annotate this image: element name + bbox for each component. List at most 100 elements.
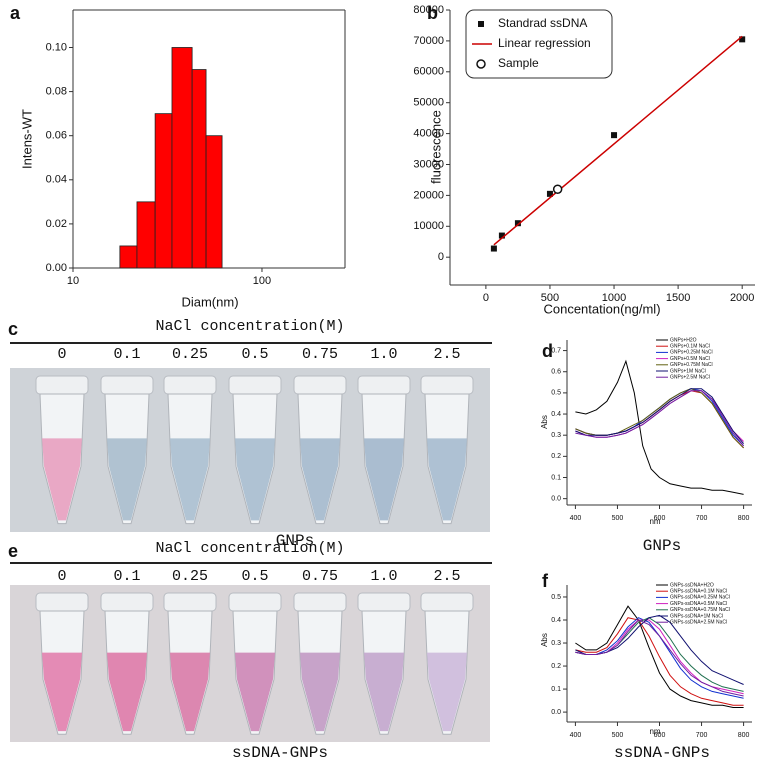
x-tick-label: 10 [67,275,79,287]
tube-liquid [42,438,82,521]
concentration-label: 0.5 [241,346,268,363]
y-tick-label: 0.1 [551,686,561,693]
bar [191,69,207,269]
tube-liquid [170,438,210,521]
tube-liquid [364,652,404,732]
caption: ssDNA-GNPs [614,744,710,762]
panel-label: c [8,319,18,339]
x-tick-label: 400 [570,732,582,739]
tube-liquid [42,652,82,732]
y-tick-label: 0.1 [551,474,561,481]
tube-liquid [364,438,404,521]
point [552,184,563,194]
line-series [575,390,744,447]
photo-heading: NaCl concentration(M) [155,540,344,557]
caption: GNPs [276,532,314,550]
y-tick-label: 0.2 [551,453,561,460]
y-tick-label: 0.04 [46,174,67,186]
point [611,132,618,139]
x-axis-label: nm [649,727,660,736]
y-axis-label: Intens-WT [19,109,34,169]
point [490,245,497,252]
legend-label: GNPs-ssDNA+0.25M NaCl [670,595,730,601]
legend-label: GNPs-ssDNA+1M NaCl [670,613,723,619]
y-tick-label: 80000 [413,4,444,16]
tube-cap [35,375,89,395]
x-axis-label: Concentation(ng/ml) [543,301,660,316]
photo-panel: e NaCl concentration(M) 0 0.1 0.25 0.5 0.75 1.0… [8,540,492,762]
chart: 0100002000030000400005000060000700008000… [413,3,755,316]
line-series [575,388,744,445]
point [514,220,521,227]
y-tick-label: 20000 [413,189,444,201]
point [498,232,505,239]
y-tick-label: 70000 [413,35,444,47]
tube-cap [357,592,411,612]
tube-cap [357,375,411,395]
tube-cap [228,375,282,395]
x-tick-label: 600 [654,515,666,522]
x-tick-label: 1000 [602,292,626,304]
panel-label: f [542,571,549,591]
line-series [575,390,744,449]
tube-liquid [107,438,147,521]
legend-label: GNPs+1M NaCl [670,368,706,374]
x-tick-label: 500 [612,515,624,522]
y-tick-label: 60000 [413,66,444,78]
caption: GNPs [643,537,681,555]
line-series [575,617,744,706]
x-tick-label: 700 [696,732,708,739]
legend-label: GNPs+0.1M NaCl [670,344,710,350]
legend-label: GNPs-ssDNA+2.5M NaCl [670,620,727,626]
legend-label: GNPs-ssDNA+0.75M NaCl [670,607,730,613]
regression-line [493,35,743,246]
point [546,190,553,197]
panel-label: e [8,541,18,561]
line-series [575,619,744,697]
photo-panel: c NaCl concentration(M) 0 0.1 0.25 0.5 0.75 1.0… [8,318,492,550]
y-tick-label: 0.4 [551,411,561,418]
tube-cap [420,375,474,395]
legend-symbol [476,59,486,69]
chart: 0.00 0.02 0.04 0.06 0.08 0.10 10 100 a Diam(nm) In… [10,3,346,309]
bar [171,47,193,269]
legend-label: Sample [498,56,539,70]
legend-label: GNPs+H2O [670,337,697,343]
tube-cap [293,375,347,395]
legend-label: Linear regression [498,36,591,50]
y-tick-label: 0.0 [551,709,561,716]
legend-label: GNPs-ssDNA+0.1M NaCl [670,589,727,595]
tube-cap [163,592,217,612]
y-tick-label: 0.00 [46,262,67,274]
y-tick-label: 0.7 [551,347,561,354]
concentration-label: 0.1 [113,568,140,585]
concentration-label: 0.25 [172,346,208,363]
tube-liquid [300,438,340,521]
y-tick-label: 0.0 [551,495,561,502]
chart: 0.0 0.1 0.2 0.3 0.4 0.5 0.6 0.7 400 500 600 700 800 d… [540,337,752,555]
line-series [575,605,744,708]
x-tick-label: 1500 [666,292,690,304]
y-axis-label: fluorescence [428,110,443,184]
tube-cap [100,592,154,612]
tube-cap [163,375,217,395]
x-tick-label: 700 [696,515,708,522]
panel-label: b [427,3,438,23]
x-tick-label: 600 [654,732,666,739]
concentration-label: 1.0 [370,568,397,585]
tube-cap [228,592,282,612]
y-tick-label: 0.2 [551,663,561,670]
legend-symbol [478,21,484,27]
x-tick-label: 500 [612,732,624,739]
tube-liquid [235,438,275,521]
x-tick-label: 2000 [730,292,754,304]
concentration-label: 0.1 [113,346,140,363]
concentration-label: 1.0 [370,346,397,363]
y-tick-label: 0.02 [46,218,67,230]
concentration-label: 0 [57,346,66,363]
line-series [575,388,744,449]
tube-liquid [107,652,147,732]
y-tick-label: 0.10 [46,41,67,53]
y-tick-label: 0.06 [46,130,67,142]
